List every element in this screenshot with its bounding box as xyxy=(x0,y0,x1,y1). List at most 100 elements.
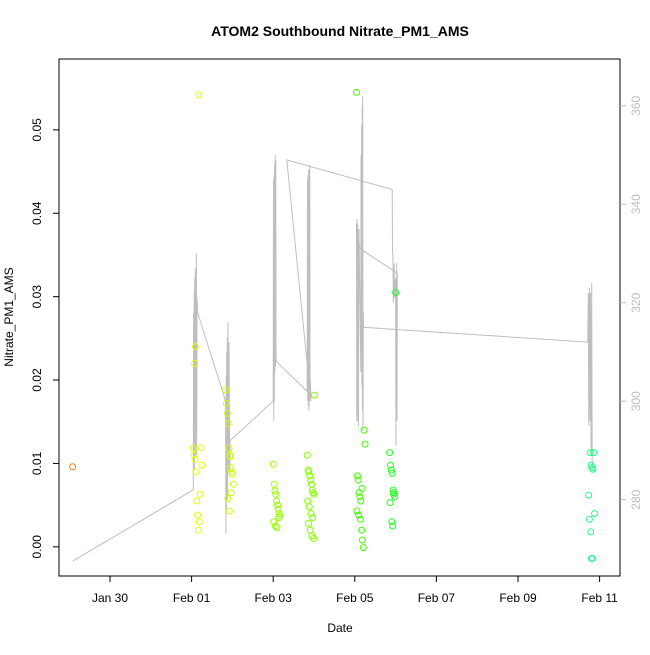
y2-tick-label: 340 xyxy=(629,194,643,214)
y-tick-label: 0.04 xyxy=(30,201,44,225)
secondary-y-axis: 280 300 320 340 360 xyxy=(620,95,643,510)
data-point xyxy=(197,444,205,452)
data-point xyxy=(306,472,314,480)
data-point xyxy=(225,444,233,452)
y2-tick-label: 360 xyxy=(629,95,643,115)
data-point xyxy=(354,476,362,484)
data-point xyxy=(192,468,200,476)
data-point xyxy=(270,518,278,526)
data-point xyxy=(392,289,400,296)
data-point xyxy=(389,522,397,530)
x-axis-label: Date xyxy=(327,621,353,635)
x-tick-label: Feb 07 xyxy=(418,591,456,605)
data-point xyxy=(271,522,279,530)
data-point xyxy=(310,391,318,399)
data-point xyxy=(386,449,394,457)
data-point xyxy=(191,359,199,367)
data-point xyxy=(590,449,598,457)
data-point xyxy=(591,510,598,517)
data-point xyxy=(308,480,315,488)
data-point xyxy=(587,528,595,536)
data-point xyxy=(69,463,77,471)
data-point xyxy=(195,91,203,99)
data-point xyxy=(194,511,202,519)
data-point xyxy=(305,503,313,511)
y-tick-label: 0.01 xyxy=(30,451,44,475)
data-point xyxy=(307,510,315,517)
data-point xyxy=(355,511,363,519)
data-point xyxy=(274,501,281,509)
data-point xyxy=(388,469,396,477)
data-point xyxy=(387,461,394,469)
data-point xyxy=(224,495,232,502)
data-point xyxy=(387,466,395,474)
y-tick-label: 0.00 xyxy=(30,535,44,559)
data-point xyxy=(586,449,594,457)
data-point xyxy=(589,465,597,473)
data-point xyxy=(353,472,361,480)
data-point xyxy=(195,518,203,526)
y-tick-label: 0.05 xyxy=(30,118,44,142)
data-point xyxy=(274,505,282,513)
x-tick-label: Feb 03 xyxy=(255,591,293,605)
data-point xyxy=(193,497,201,505)
data-point xyxy=(275,514,283,522)
data-point xyxy=(361,440,369,448)
data-point xyxy=(310,535,318,542)
data-point xyxy=(303,451,311,459)
data-point xyxy=(358,526,366,534)
chart-title: ATOM2 Southbound Nitrate_PM1_AMS xyxy=(211,23,469,39)
data-point xyxy=(357,497,365,505)
data-point xyxy=(272,490,280,498)
x-tick-label: Feb 05 xyxy=(336,591,374,605)
data-point xyxy=(222,399,230,407)
secondary-line-layer xyxy=(72,95,593,562)
data-point xyxy=(358,484,366,492)
data-point xyxy=(386,499,394,507)
secondary-line xyxy=(72,95,593,562)
y-axis-label: Nitrate_PM1_AMS xyxy=(2,267,16,366)
data-point xyxy=(356,515,364,523)
data-point xyxy=(224,419,232,427)
data-point xyxy=(198,461,206,469)
data-point xyxy=(223,409,231,417)
data-point xyxy=(388,518,396,526)
x-tick-label: Jan 30 xyxy=(92,591,128,605)
data-point xyxy=(358,536,366,544)
data-point xyxy=(305,520,312,527)
data-point xyxy=(305,468,313,476)
y-axis: 0.00 0.01 0.02 0.03 0.04 0.05 xyxy=(30,118,59,559)
data-point xyxy=(191,455,199,463)
data-point xyxy=(194,526,202,534)
data-point xyxy=(353,88,360,96)
x-tick-label: Feb 01 xyxy=(173,591,211,605)
data-point xyxy=(226,453,234,461)
y2-tick-label: 320 xyxy=(629,292,643,312)
point-layer xyxy=(69,88,598,562)
y-tick-label: 0.03 xyxy=(30,285,44,309)
y2-tick-label: 280 xyxy=(629,489,643,509)
plot-frame xyxy=(58,58,621,577)
data-point xyxy=(189,444,197,452)
data-point xyxy=(227,464,235,472)
x-tick-label: Feb 09 xyxy=(499,591,537,605)
data-point xyxy=(588,555,596,562)
data-point xyxy=(360,426,368,434)
data-point xyxy=(191,343,199,351)
data-point xyxy=(196,490,204,498)
data-point xyxy=(585,491,593,499)
y-tick-label: 0.02 xyxy=(30,368,44,392)
data-point xyxy=(585,515,593,523)
data-point xyxy=(356,493,364,501)
data-point xyxy=(273,524,281,532)
data-point xyxy=(304,497,312,505)
data-point xyxy=(307,476,315,484)
x-axis: Jan 30 Feb 01 Feb 03 Feb 05 Feb 07 Feb 09 Feb … xyxy=(92,576,618,605)
data-point xyxy=(270,480,278,488)
data-point xyxy=(222,386,230,394)
data-point xyxy=(353,507,361,515)
data-point xyxy=(229,480,237,488)
data-point xyxy=(306,526,314,534)
x-tick-label: Feb 11 xyxy=(581,591,618,605)
